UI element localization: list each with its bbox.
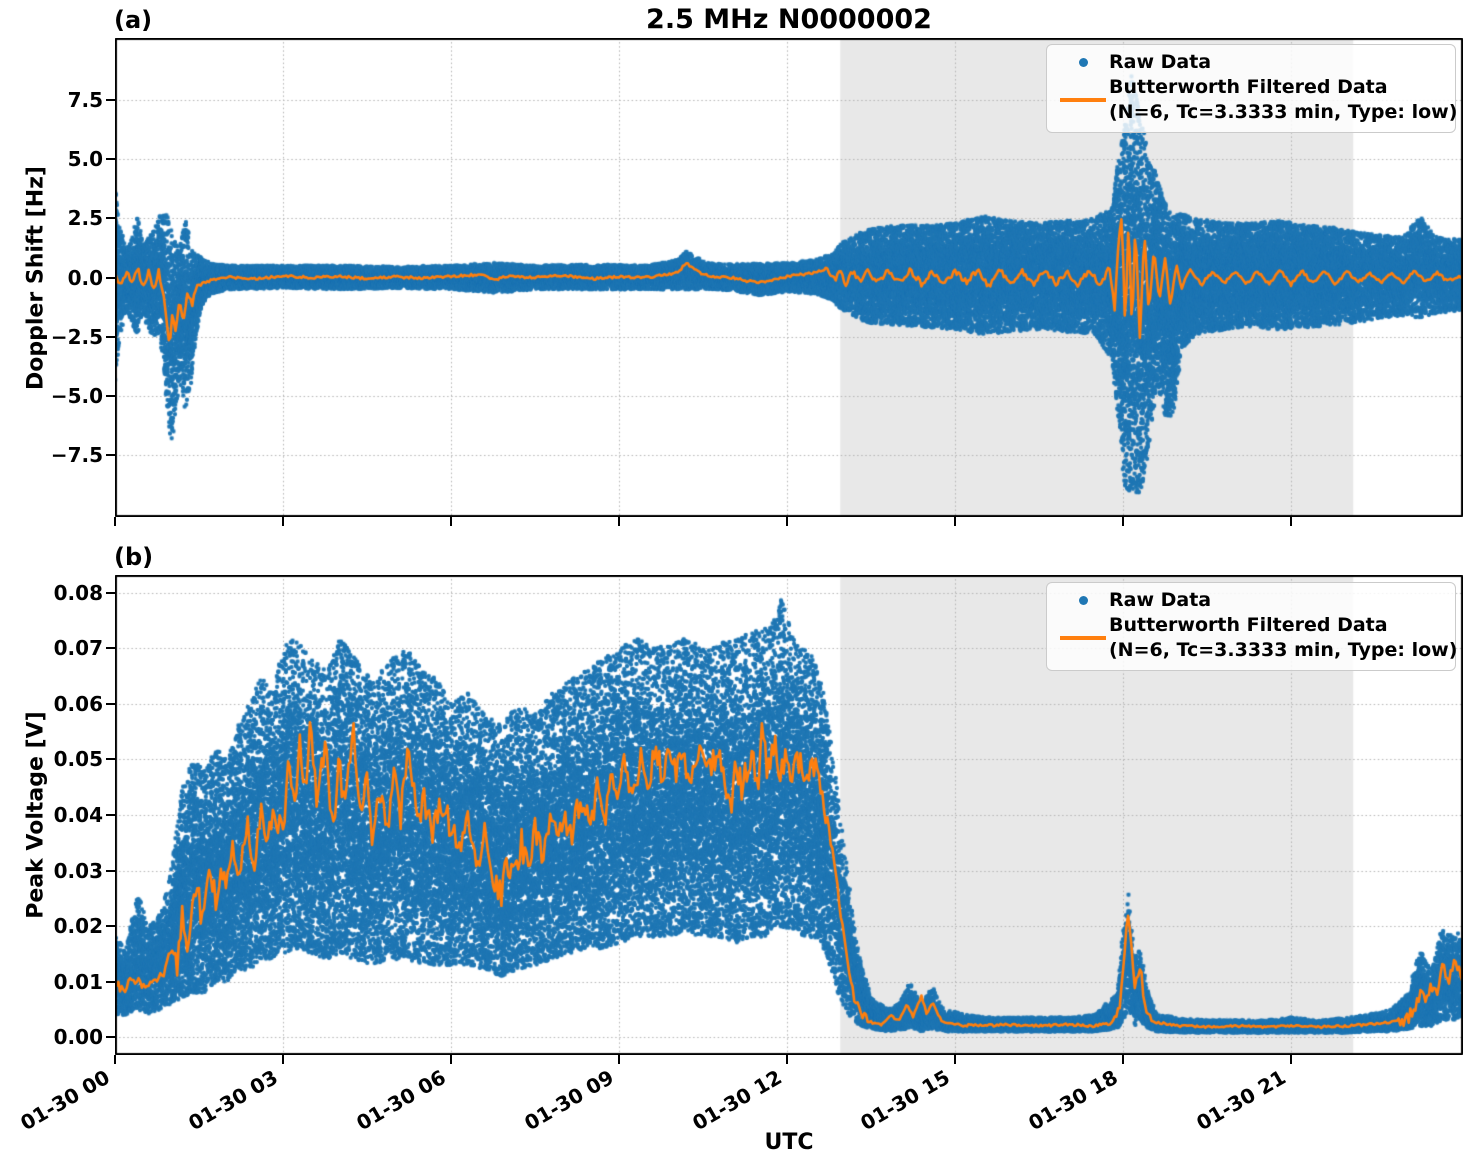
x-tick-mark [114, 517, 116, 526]
legend-filtered-label: Butterworth Filtered Data (N=6, Tc=3.333… [1109, 75, 1457, 125]
raw-data-marker-icon [1057, 596, 1109, 605]
y-tick-label: 7.5 [67, 88, 103, 112]
legend-filtered-title: Butterworth Filtered Data [1109, 614, 1388, 636]
y-tick-mark [106, 702, 115, 705]
x-tick-label: 01-30 00 [16, 1065, 114, 1136]
legend-raw-label: Raw Data [1109, 589, 1212, 611]
x-tick-label: 01-30 21 [1192, 1065, 1291, 1136]
x-tick-mark [1122, 517, 1125, 526]
y-tick-mark [106, 276, 115, 279]
y-tick-label: 0.04 [53, 803, 103, 827]
filtered-line-marker-icon [1057, 636, 1109, 640]
y-tick-mark [106, 869, 115, 872]
legend-filtered-params: (N=6, Tc=3.3333 min, Type: low) [1109, 639, 1458, 661]
y-tick-label: 0.05 [53, 747, 103, 772]
x-tick-mark [1290, 1055, 1293, 1064]
x-tick-mark [786, 1055, 789, 1064]
x-tick-label: 01-30 06 [352, 1065, 451, 1136]
x-tick-mark [618, 1055, 621, 1064]
x-tick-mark [114, 1055, 116, 1064]
y-tick-label: 0.0 [67, 265, 103, 290]
y-tick-mark [106, 453, 115, 456]
legend-raw-label: Raw Data [1109, 51, 1212, 73]
filtered-line-marker-icon [1057, 98, 1109, 102]
x-tick-mark [786, 517, 789, 526]
x-tick-mark [450, 1055, 453, 1064]
y-tick-label: 5.0 [67, 147, 103, 172]
y-tick-mark [106, 335, 115, 338]
x-tick-mark [450, 517, 453, 526]
x-tick-mark [618, 517, 621, 526]
legend-item-raw: Raw Data [1057, 50, 1445, 75]
x-tick-label: 01-30 15 [856, 1065, 955, 1136]
y-tick-label: 0.00 [53, 1025, 103, 1050]
legend-item-raw: Raw Data [1057, 588, 1445, 613]
x-tick-mark [1290, 517, 1293, 526]
x-tick-mark [282, 1055, 284, 1064]
x-tick-label: 01-30 09 [520, 1065, 619, 1136]
raw-data-marker-icon [1057, 58, 1109, 67]
y-tick-label: −7.5 [50, 442, 103, 467]
y-tick-label: −5.0 [50, 383, 103, 408]
y-tick-label: 0.07 [53, 636, 103, 661]
legend-item-filtered: Butterworth Filtered Data (N=6, Tc=3.333… [1057, 613, 1457, 663]
y-tick-label: −2.5 [50, 324, 103, 349]
legend-b: Raw Data Butterworth Filtered Data (N=6,… [1046, 582, 1457, 671]
y-tick-mark [106, 591, 115, 594]
y-tick-mark [106, 758, 115, 761]
legend-filtered-title: Butterworth Filtered Data [1109, 76, 1388, 98]
chart-title: 2.5 MHz N0000002 [646, 4, 932, 35]
y-tick-label: 0.02 [53, 914, 103, 938]
y-tick-mark [106, 394, 115, 397]
y-tick-mark [106, 1036, 115, 1039]
y-tick-mark [106, 217, 115, 220]
y-tick-mark [106, 647, 115, 650]
x-tick-mark [282, 517, 284, 526]
y-tick-mark [106, 814, 115, 816]
y-tick-label: 2.5 [67, 206, 103, 231]
x-tick-label: 01-30 18 [1024, 1065, 1123, 1136]
y-tick-mark [106, 925, 115, 927]
x-axis-label: UTC [764, 1130, 814, 1155]
panel-label-b: (b) [114, 543, 154, 571]
y-tick-label: 0.01 [53, 969, 103, 994]
y-tick-mark [106, 158, 115, 161]
y-tick-label: 0.08 [53, 580, 103, 605]
legend-filtered-label: Butterworth Filtered Data (N=6, Tc=3.333… [1109, 613, 1457, 663]
x-tick-mark [954, 517, 957, 526]
panel-label-a: (a) [114, 6, 153, 34]
y-tick-label: 0.03 [53, 858, 103, 883]
legend-item-filtered: Butterworth Filtered Data (N=6, Tc=3.333… [1057, 75, 1457, 125]
legend-filtered-params: (N=6, Tc=3.3333 min, Type: low) [1109, 101, 1458, 123]
y-tick-mark [106, 980, 115, 983]
x-tick-label: 01-30 03 [184, 1065, 283, 1136]
x-tick-mark [954, 1055, 957, 1064]
y-tick-label: 0.06 [53, 691, 103, 716]
legend-a: Raw Data Butterworth Filtered Data (N=6,… [1046, 44, 1457, 133]
x-tick-mark [1122, 1055, 1125, 1064]
x-tick-label: 01-30 12 [688, 1065, 787, 1136]
y-tick-mark [106, 99, 115, 101]
